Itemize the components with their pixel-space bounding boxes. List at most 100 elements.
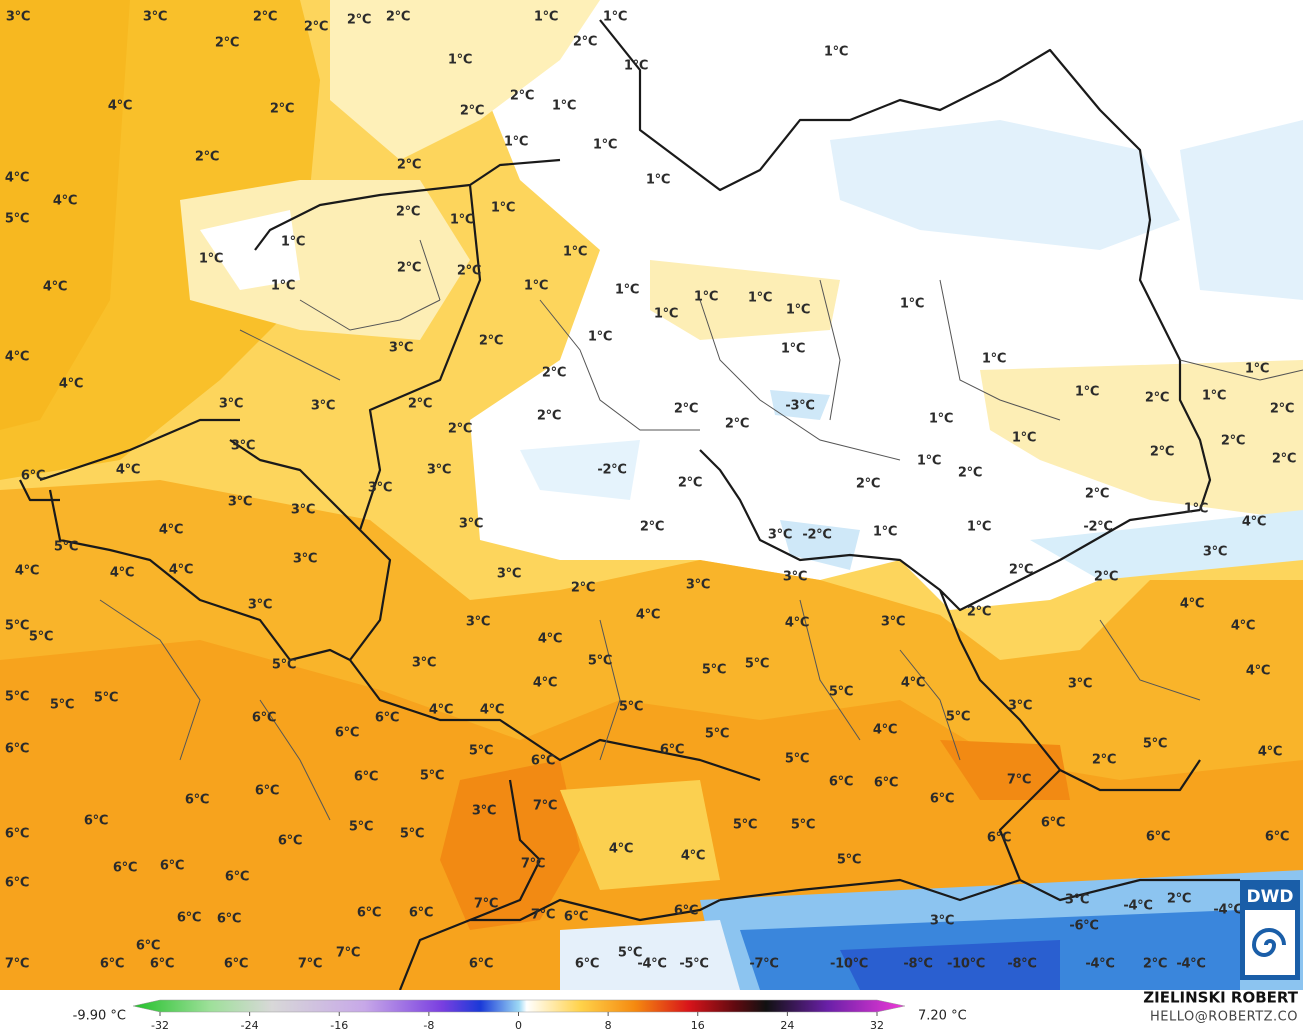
temp-label: -10°C [947,957,985,972]
colorbar [132,999,906,1013]
temp-label: 5°C [469,744,493,759]
temp-label: 5°C [400,827,424,842]
temp-label: 3°C [472,804,496,819]
temp-label: 5°C [1143,737,1167,752]
borders [19,19,1303,991]
temp-label: 5°C [5,690,29,705]
temp-label: 4°C [43,280,67,295]
legend-min: -9.90 °C [73,1009,126,1024]
temp-label: 3°C [219,397,243,412]
temp-label: 2°C [510,89,534,104]
temp-label: 3°C [248,598,272,613]
temp-label: 5°C [588,654,612,669]
temp-label: 1°C [603,10,627,25]
temp-label: -7°C [749,957,778,972]
temp-label: 2°C [640,520,664,535]
temp-label: 1°C [281,235,305,250]
temp-label: 1°C [929,412,953,427]
temp-label: 2°C [215,36,239,51]
temp-label: 6°C [5,876,29,891]
temp-label: 1°C [448,53,472,68]
temp-label: 6°C [874,776,898,791]
temp-label: 1°C [967,520,991,535]
temp-label: 3°C [1203,545,1227,560]
temp-label: -4°C [1213,903,1242,918]
temp-label: 6°C [225,870,249,885]
logo-text: DWD [1247,887,1294,907]
temp-label: 1°C [646,173,670,188]
temp-label: 1°C [588,330,612,345]
colorbar-tick-label: -32 [151,1019,169,1032]
temp-label: 2°C [573,35,597,50]
temp-label: 3°C [459,517,483,532]
temp-label: 2°C [347,13,371,28]
temp-label: 7°C [474,897,498,912]
temp-label: 4°C [1258,745,1282,760]
legend-panel [0,990,1303,1035]
temp-label: 4°C [538,632,562,647]
temp-label: -4°C [1176,957,1205,972]
colorbar-tick-label: -16 [330,1019,348,1032]
temp-label: 1°C [917,454,941,469]
temp-label: 6°C [564,910,588,925]
temp-label: 1°C [1075,385,1099,400]
temp-label: 4°C [169,563,193,578]
temp-label: 6°C [409,906,433,921]
temp-label: -2°C [1083,520,1112,535]
temp-label: 2°C [1009,563,1033,578]
temp-label: 1°C [1184,502,1208,517]
temp-label: 5°C [420,769,444,784]
temp-label: 1°C [615,283,639,298]
temp-label: 7°C [521,857,545,872]
temp-label: 6°C [531,754,555,769]
temp-label: 2°C [270,102,294,117]
temp-label: 6°C [177,911,201,926]
temp-label: 4°C [901,676,925,691]
temp-label: 6°C [575,957,599,972]
dwd-logo: DWD [1240,880,1300,980]
temp-label: -8°C [903,957,932,972]
temp-label: 4°C [636,608,660,623]
temp-label: 3°C [497,567,521,582]
temp-label: 5°C [791,818,815,833]
temp-label: 2°C [304,20,328,35]
colorbar-ticks: -32 -24 -16 -8 0 8 16 24 32 [151,1012,884,1032]
temp-label: 2°C [725,417,749,432]
temp-label: 3°C [1008,699,1032,714]
temp-label: 4°C [873,723,897,738]
temp-label: 5°C [705,727,729,742]
temp-label: 4°C [116,463,140,478]
temp-label: 4°C [59,377,83,392]
temp-label: 5°C [618,946,642,961]
temp-label: 1°C [1202,389,1226,404]
temp-label: 6°C [375,711,399,726]
temp-label: 4°C [681,849,705,864]
colorbar-tick-label: 32 [870,1019,884,1032]
temp-label: 3°C [368,481,392,496]
temp-label: 7°C [5,957,29,972]
credit-name: ZIELINSKI ROBERT [1143,989,1298,1007]
temp-label: 2°C [396,205,420,220]
temp-label: 2°C [253,10,277,25]
temp-label: 3°C [466,615,490,630]
temp-label: 1°C [199,252,223,267]
temp-label: 4°C [609,842,633,857]
temp-label: 2°C [674,402,698,417]
temp-label: -4°C [637,957,666,972]
temp-label: 4°C [53,194,77,209]
temp-label: -2°C [597,463,626,478]
temp-label: 4°C [480,703,504,718]
temp-label: 5°C [619,700,643,715]
temp-label: 4°C [108,99,132,114]
temp-label: 1°C [491,201,515,216]
temp-label: 3°C [6,10,30,25]
temp-label: 3°C [881,615,905,630]
temp-label: 3°C [228,495,252,510]
temp-label: 2°C [1167,892,1191,907]
temp-label: 4°C [5,350,29,365]
temp-label: 6°C [1265,830,1289,845]
temp-label: 5°C [946,710,970,725]
temp-label: 2°C [195,150,219,165]
temp-label: 1°C [563,245,587,260]
